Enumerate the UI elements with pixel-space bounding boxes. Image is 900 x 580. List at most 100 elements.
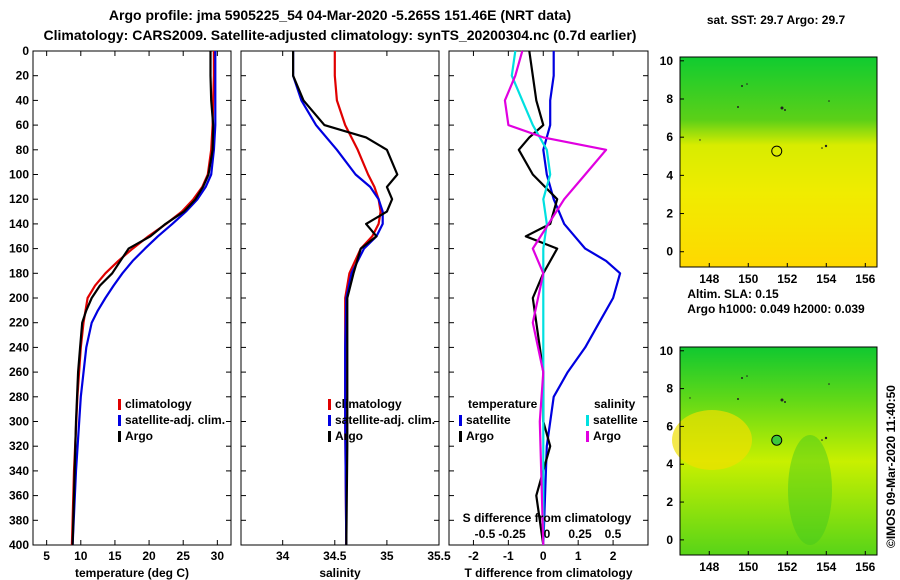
y-tick-label: 360	[9, 489, 29, 503]
y-tick-label: 400	[9, 538, 29, 552]
map-y-tick-label: 0	[666, 245, 673, 259]
plot-frame	[32, 50, 232, 546]
x-tick-label: -1	[503, 549, 514, 563]
legend-t-satellite-swatch	[459, 415, 462, 426]
legend-satellite-label: satellite-adj. clim.	[335, 413, 435, 427]
x-tick-label: 5	[43, 549, 50, 563]
legend-salinity-heading: salinity	[594, 397, 636, 411]
x-tick-label: 34	[276, 549, 290, 563]
map-y-tick-label: 0	[666, 533, 673, 547]
legend-satellite-label: satellite-adj. clim.	[125, 413, 225, 427]
figure-title-line2: Climatology: CARS2009. Satellite-adjuste…	[44, 27, 637, 43]
sst-map-frame	[679, 56, 878, 268]
legend-argo-label: Argo	[125, 429, 153, 443]
y-tick-label: 220	[9, 316, 29, 330]
x-tick-label: -2	[468, 549, 479, 563]
plot-frame	[240, 50, 440, 546]
legend-climatology-swatch	[118, 399, 121, 410]
y-tick-label: 80	[16, 143, 30, 157]
series-line-argo	[71, 51, 215, 546]
map-y-tick-label: 6	[666, 130, 673, 144]
map-y-tick-label: 10	[660, 54, 674, 68]
map-y-tick-label: 10	[660, 344, 674, 358]
map-x-tick-label: 148	[699, 560, 719, 574]
map-y-tick-label: 6	[666, 419, 673, 433]
series-line-salinity-argo	[503, 50, 608, 546]
legend-satellite-swatch	[328, 415, 331, 426]
y-tick-label: 380	[9, 513, 29, 527]
x-tick-label: 25	[177, 549, 191, 563]
legend-t-satellite-label: satellite	[466, 413, 511, 427]
map-x-tick-label: 148	[699, 272, 719, 286]
legend-satellite-swatch	[118, 415, 121, 426]
legend-s-argo-swatch	[586, 431, 589, 442]
x-tick-label: 30	[211, 549, 225, 563]
s-diff-tick-label: -0.5	[475, 527, 496, 541]
sst-argo-marker	[771, 145, 783, 157]
sla-high-patch	[672, 410, 752, 470]
sla-map	[672, 346, 878, 556]
legend-argo-label: Argo	[335, 429, 363, 443]
x-tick-label: 35	[380, 549, 394, 563]
difference-legend: temperature salinity satellite Argo sate…	[459, 397, 638, 443]
sst-map-title: sat. SST: 29.7 Argo: 29.7	[707, 13, 846, 27]
sst-map	[679, 56, 878, 268]
sla-islands	[689, 375, 830, 441]
map-x-tick-label: 150	[738, 560, 758, 574]
x-tick-label: 1	[575, 549, 582, 563]
x-tick-label: 0	[540, 549, 547, 563]
sst-islands	[699, 83, 830, 149]
map-y-tick-label: 4	[666, 457, 673, 471]
sla-argo-marker	[771, 434, 783, 446]
legend-climatology-label: climatology	[125, 397, 192, 411]
legend-s-argo-label: Argo	[593, 429, 621, 443]
s-difference-ticks: -0.5 -0.25 0 0.25 0.5	[475, 527, 622, 541]
s-diff-tick-label: -0.25	[498, 527, 526, 541]
y-tick-label: 120	[9, 192, 29, 206]
map-y-tick-label: 8	[666, 92, 673, 106]
map-y-tick-label: 4	[666, 168, 673, 182]
series-line-satellite-adj-clim-	[71, 51, 217, 546]
series-line-temperature-satellite	[542, 51, 622, 546]
y-tick-label: 200	[9, 291, 29, 305]
y-tick-label: 20	[16, 69, 30, 83]
map-x-tick-label: 152	[777, 560, 797, 574]
legend-argo-swatch	[118, 431, 121, 442]
map-y-tick-label: 2	[666, 495, 673, 509]
legend-climatology-swatch	[328, 399, 331, 410]
y-tick-label: 160	[9, 242, 29, 256]
s-diff-tick-label: 0	[544, 527, 551, 541]
salinity-legend: climatology satellite-adj. clim. Argo	[328, 397, 435, 443]
x-tick-label: 2	[610, 549, 617, 563]
y-tick-label: 40	[16, 93, 30, 107]
map-y-tick-label: 8	[666, 382, 673, 396]
x-tick-label: 34.5	[323, 549, 347, 563]
sla-map-axes: 148 150 152 154 156 0 2 4 6 8 10	[660, 344, 876, 574]
sla-map-subtitle: Argo h1000: 0.049 h2000: 0.039	[687, 302, 865, 316]
x-axis-label: salinity	[319, 566, 361, 580]
figure-title-line1: Argo profile: jma 5905225_54 04-Mar-2020…	[109, 7, 571, 23]
y-tick-label: 240	[9, 340, 29, 354]
x-axis-label: T difference from climatology	[464, 566, 632, 580]
x-tick-label: 15	[108, 549, 122, 563]
sst-map-field	[680, 57, 877, 267]
sst-map-axes: 148 150 152 154 156 0 2 4 6 8 10	[660, 54, 876, 286]
map-x-tick-label: 156	[855, 560, 875, 574]
sla-map-title: Altim. SLA: 0.15	[687, 287, 779, 301]
y-tick-label: 60	[16, 118, 30, 132]
s-diff-tick-label: 0.25	[568, 527, 592, 541]
legend-s-satellite-swatch	[586, 415, 589, 426]
legend-t-argo-swatch	[459, 431, 462, 442]
y-tick-label: 140	[9, 217, 29, 231]
legend-temperature-heading: temperature	[468, 397, 538, 411]
x-axis-label: temperature (deg C)	[75, 566, 189, 580]
x-tick-label: 20	[142, 549, 156, 563]
s-diff-tick-label: 0.5	[605, 527, 622, 541]
map-y-tick-label: 2	[666, 207, 673, 221]
legend-s-satellite-label: satellite	[593, 413, 638, 427]
map-x-tick-label: 150	[738, 272, 758, 286]
y-tick-label: 340	[9, 464, 29, 478]
difference-panel: -2 -1 0 1 2 T difference from climatology	[448, 50, 649, 580]
map-x-tick-label: 154	[816, 272, 836, 286]
map-x-tick-label: 152	[777, 272, 797, 286]
